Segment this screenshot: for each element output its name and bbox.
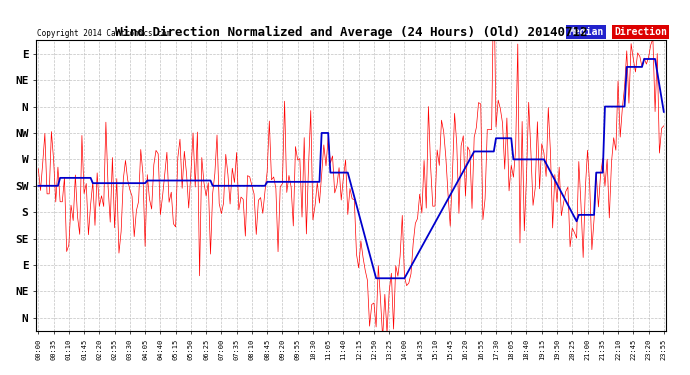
Text: Median: Median	[569, 27, 604, 37]
Title: Wind Direction Normalized and Average (24 Hours) (Old) 20140712: Wind Direction Normalized and Average (2…	[115, 26, 587, 39]
Text: Copyright 2014 Cartronics.com: Copyright 2014 Cartronics.com	[37, 28, 171, 38]
Text: Direction: Direction	[614, 27, 667, 37]
